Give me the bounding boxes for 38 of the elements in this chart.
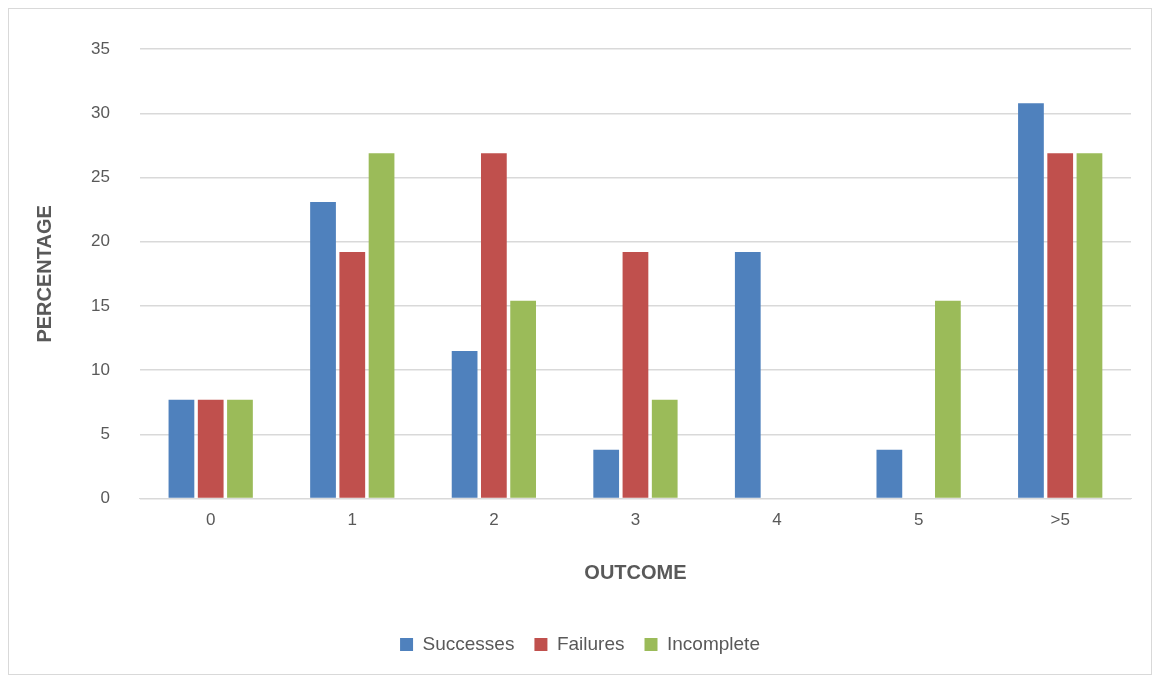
legend-label: Incomplete (667, 632, 760, 654)
legend-label: Failures (556, 632, 625, 654)
bar (339, 252, 366, 498)
x-tick-label: 2 (489, 510, 499, 530)
bar (651, 399, 678, 498)
bar (622, 252, 649, 498)
x-tick-label: >5 (1050, 510, 1070, 530)
y-tick-label: 10 (90, 359, 110, 379)
y-axis-title: PERCENTAGE (32, 205, 55, 343)
x-tick-label: 5 (913, 510, 924, 530)
x-tick-label: 0 (205, 510, 216, 530)
bar (1076, 153, 1103, 498)
bar (481, 153, 507, 498)
x-axis-title: OUTCOME (584, 560, 687, 583)
y-tick-label: 25 (90, 167, 110, 187)
legend-label: Successes (422, 632, 515, 654)
x-tick-label: 1 (347, 510, 358, 530)
bar (734, 252, 761, 498)
bar (593, 449, 620, 498)
y-tick-label: 35 (90, 38, 110, 58)
bar (168, 399, 195, 498)
bar (310, 202, 336, 498)
y-tick-label: 20 (90, 231, 110, 251)
x-tick-label: 3 (630, 510, 641, 530)
bar (368, 153, 395, 498)
bar (451, 350, 478, 498)
bar (197, 399, 224, 498)
bar (876, 449, 903, 498)
y-tick-label: 15 (90, 295, 110, 315)
bar (1047, 153, 1074, 498)
y-tick-label: 30 (90, 103, 110, 123)
x-tick-label: 4 (772, 510, 782, 530)
y-tick-label: 0 (100, 488, 110, 508)
bar (935, 300, 961, 498)
bar (510, 300, 537, 498)
bar (227, 399, 253, 498)
y-tick-label: 5 (100, 424, 110, 444)
bar (1018, 103, 1044, 498)
